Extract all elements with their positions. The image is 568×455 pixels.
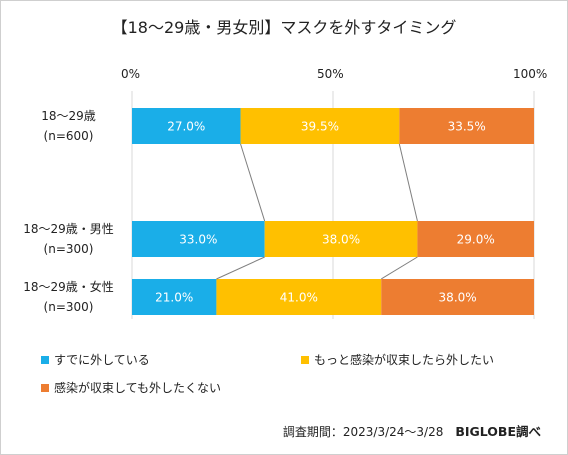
source-note: 調査期間：2023/3/24～3/28 BIGLOBE調べ [283,421,541,440]
data-label-1-0: 39.5% [301,120,339,134]
brand-credit: BIGLOBE調べ [455,424,541,439]
bar-segment-1-2 [216,279,382,315]
data-label-1-2: 41.0% [280,291,318,305]
y-category-label-male-line1: 18～29歳・男性 [23,222,114,236]
legend-swatch-never [41,383,49,392]
y-category-label-female: 18～29歳・女性 (n=300) [11,277,126,317]
y-category-label-all-line1: 18～29歳 [41,109,96,123]
survey-period: 調査期間：2023/3/24～3/28 [282,425,444,439]
data-label-2-2: 38.0% [439,291,477,305]
series-line-0-0 [240,143,266,222]
series-line-0-1 [398,143,418,222]
legend-label-never: 感染が収束しても外したくない [54,381,222,395]
bar-segment-0-1 [132,221,265,257]
bar-segment-0-2 [132,279,217,315]
legend-label-already: すでに外している [54,353,150,367]
data-label-0-1: 33.0% [179,233,217,247]
series-line-1-0 [216,256,265,280]
legend-item-never: 感染が収束しても外したくない [41,379,221,396]
y-category-label-male: 18～29歳・男性 (n=300) [11,219,126,259]
y-category-label-male-line2: (n=300) [43,242,94,256]
chart-title: 【18～29歳・男女別】マスクを外すタイミング [111,18,457,37]
bar-segment-1-0 [240,108,400,144]
y-category-label-all: 18～29歳 (n=600) [11,106,126,146]
x-tick-label-0: 0% [121,67,141,81]
legend-item-already: すでに外している [41,351,150,368]
data-label-0-2: 21.0% [155,291,193,305]
y-category-label-female-line1: 18～29歳・女性 [23,280,114,294]
data-label-1-1: 38.0% [322,233,360,247]
bar-segment-2-0 [399,108,534,144]
legend-label-later: もっと感染が収束したら外したい [314,353,495,367]
data-label-2-0: 33.5% [448,120,486,134]
y-category-label-all-line2: (n=600) [43,129,94,143]
legend-item-later: もっと感染が収束したら外したい [301,351,494,368]
bar-segment-0-0 [132,108,241,144]
series-line-1-1 [380,256,418,280]
data-label-0-0: 27.0% [167,120,205,134]
bar-segment-1-1 [264,221,418,257]
x-tick-label-50: 50% [317,67,344,81]
legend-swatch-already [41,355,49,364]
x-tick-label-100: 100% [513,67,548,81]
y-category-label-female-line2: (n=300) [43,300,94,314]
legend-swatch-later [301,355,309,364]
bar-segment-2-2 [381,279,534,315]
bar-segment-2-1 [417,221,534,257]
data-label-2-1: 29.0% [457,233,495,247]
